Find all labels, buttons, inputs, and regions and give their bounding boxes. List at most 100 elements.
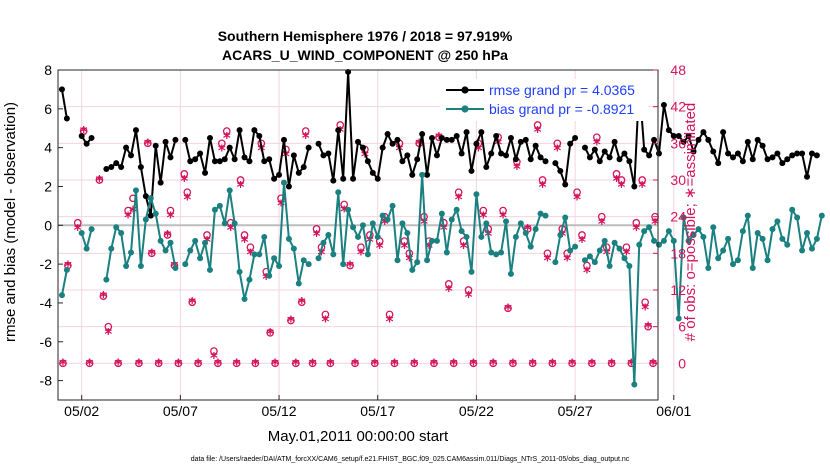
- rmse-point: [280, 136, 287, 143]
- bias-point: [280, 179, 287, 186]
- nobs-possible-marker: [573, 188, 581, 197]
- rmse-point: [488, 150, 495, 157]
- bias-point: [147, 195, 154, 202]
- nobs-possible-marker: [479, 206, 488, 215]
- rmse-point: [730, 154, 736, 161]
- bias-point: [63, 266, 70, 273]
- nobs-possible-marker: [489, 359, 498, 368]
- bias-point: [167, 239, 174, 246]
- bias-point: [596, 247, 603, 254]
- bias-point: [443, 249, 450, 256]
- rmse-point: [695, 136, 702, 143]
- nobs-possible-marker: [210, 347, 218, 355]
- bias-point: [749, 265, 756, 271]
- nobs-assimilated-marker: *: [262, 270, 270, 288]
- rmse-point: [478, 129, 485, 136]
- bias-point: [606, 263, 613, 270]
- bias-point: [660, 237, 667, 244]
- rmse-point: [734, 150, 741, 157]
- rmse-point: [113, 160, 120, 167]
- bias-point: [769, 226, 776, 233]
- bias-point: [784, 241, 791, 248]
- x-tick-label: 05/17: [360, 403, 395, 419]
- bias-point: [522, 230, 529, 237]
- rmse-point: [226, 144, 233, 151]
- rmse-point: [147, 212, 154, 219]
- nobs-assimilated-marker: *: [124, 209, 132, 227]
- rmse-point: [813, 152, 820, 159]
- rmse-point: [379, 144, 386, 151]
- bias-point: [646, 224, 653, 231]
- y-left-tick-label: 0: [44, 217, 52, 233]
- rmse-point: [646, 152, 653, 159]
- nobs-possible-marker: [297, 298, 306, 307]
- rmse-point: [725, 150, 732, 157]
- rmse-point: [789, 152, 796, 159]
- bias-point: [429, 237, 436, 244]
- rmse-point: [157, 179, 164, 186]
- rmse-point: [675, 133, 682, 139]
- rmse-point: [315, 140, 322, 147]
- nobs-possible-marker: [543, 249, 552, 258]
- nobs-possible-marker: [469, 359, 478, 368]
- bias-point: [152, 210, 159, 217]
- nobs-assimilated-marker: *: [326, 355, 334, 373]
- bias-series-line: [60, 269, 68, 296]
- rmse-point: [631, 183, 638, 190]
- legend-box: [440, 79, 648, 121]
- rmse-point: [409, 171, 416, 178]
- y-right-tick-label: 6: [678, 319, 686, 335]
- bias-point: [601, 237, 608, 244]
- rmse-point: [211, 158, 218, 165]
- rmse-point: [305, 144, 312, 151]
- rmse-point: [325, 150, 332, 157]
- bias-point: [665, 228, 672, 235]
- bias-point: [478, 233, 485, 240]
- bias-point: [266, 272, 273, 279]
- nobs-possible-marker: [251, 359, 260, 368]
- nobs-assimilated-marker: *: [627, 355, 635, 373]
- rmse-point: [330, 177, 337, 184]
- bias-point: [108, 245, 115, 252]
- bias-point: [211, 206, 218, 213]
- bias-point: [725, 235, 732, 242]
- bias-point: [759, 235, 766, 242]
- nobs-possible-marker: [99, 292, 108, 300]
- rmse-point: [123, 144, 130, 151]
- rmse-point: [581, 144, 588, 151]
- rmse-point: [769, 154, 776, 161]
- rmse-point: [236, 127, 243, 134]
- legend-bias-marker: [461, 105, 469, 113]
- nobs-possible-marker: [240, 231, 249, 239]
- bias-point: [226, 187, 233, 194]
- bias-point: [172, 265, 179, 271]
- axis-ticks: 05/02 05/07 05/12 05/17 05/22 05/27 06/01 0 6 12 1…: [40, 62, 692, 419]
- rmse-point: [103, 166, 110, 172]
- nobs-possible-marker: [308, 359, 317, 368]
- rmse-point: [512, 156, 519, 163]
- bias-point: [572, 243, 579, 250]
- bias-point: [655, 241, 662, 248]
- rmse-point: [665, 127, 672, 134]
- bias-point: [305, 261, 312, 268]
- rmse-point: [172, 136, 179, 143]
- nobs-assimilated-marker: *: [86, 355, 94, 373]
- nobs-assimilated-marker: *: [174, 355, 182, 373]
- rmse-point: [532, 142, 539, 149]
- bias-point: [675, 315, 682, 322]
- nobs-possible-marker: [597, 212, 606, 221]
- rmse-point: [261, 158, 268, 165]
- bias-point: [468, 268, 475, 275]
- rmse-point: [276, 171, 283, 178]
- nobs-possible-marker: [217, 139, 226, 148]
- nobs-assimilated-marker: *: [544, 251, 552, 269]
- rmse-series-line: [184, 129, 310, 188]
- nobs-assimilated-marker: *: [381, 215, 389, 233]
- rmse-point: [221, 156, 228, 163]
- bias-point: [325, 232, 332, 238]
- rmse-point: [290, 152, 297, 159]
- x-axis-label: May.01,2011 00:00:00 start: [268, 428, 449, 445]
- nobs-assimilated-marker: *: [499, 209, 507, 227]
- bias-point: [246, 276, 253, 283]
- nobs-assimilated-marker: *: [400, 239, 408, 257]
